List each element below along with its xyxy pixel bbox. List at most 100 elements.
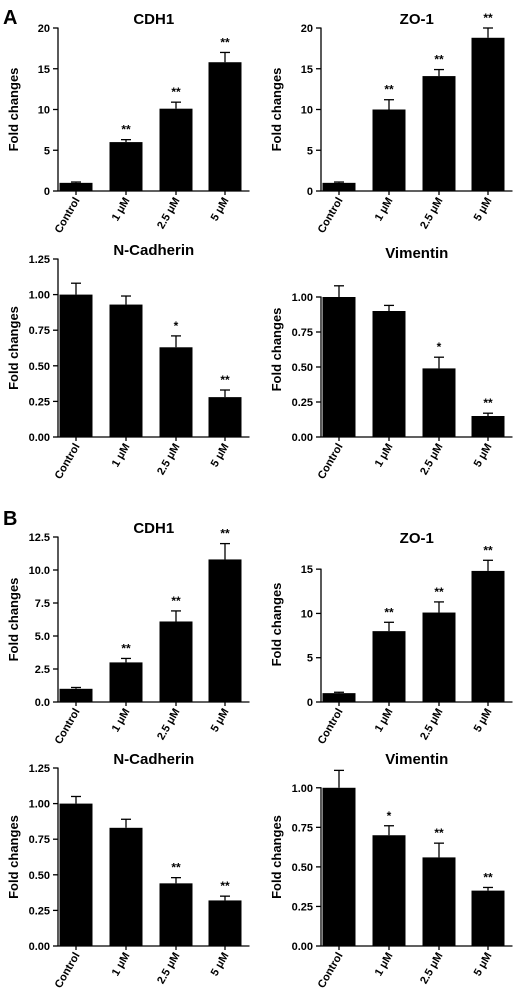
chart-1: CDH1 Fold changes 0 5 10 15 20 Control ** 1 μM ** 2… [6,11,250,235]
significance-marker: ** [220,373,230,387]
y-tick-label: 2.5 [35,664,50,676]
significance-marker: ** [384,605,394,619]
y-tick-label: 0.75 [29,834,50,846]
x-category-label: Control [53,951,83,991]
bar [422,612,456,702]
x-category-label: 1 μM [110,196,133,224]
bar [322,693,356,702]
bar [159,347,193,437]
x-category-label: Control [53,196,83,236]
y-tick-label: 0.50 [292,862,313,874]
bar [471,416,505,437]
x-category-label: 5 μM [209,196,232,224]
chart-title: CDH1 [133,520,174,537]
bar [208,62,242,192]
chart-title: ZO-1 [400,530,434,547]
bar [422,368,456,437]
bar [322,182,356,191]
x-category-label: Control [316,442,346,482]
x-category-label: 1 μM [373,707,396,735]
y-axis-label: Fold changes [269,815,284,899]
y-tick-label: 0.00 [29,432,50,444]
significance-marker: ** [121,123,131,137]
significance-marker: ** [384,83,394,97]
y-tick-label: 0.0 [35,697,50,709]
y-tick-label: 5.0 [35,631,50,643]
y-tick-label: 10 [38,105,50,117]
y-tick-label: 20 [38,23,50,35]
x-category-label: 1 μM [373,951,396,979]
significance-marker: ** [434,826,444,840]
x-category-label: Control [316,707,346,747]
bar [422,857,456,946]
y-axis-label: Fold changes [6,578,21,662]
bar [109,827,143,946]
bar [159,108,193,191]
x-category-label: 1 μM [373,196,396,224]
x-category-label: 5 μM [472,951,495,979]
y-tick-label: 0.00 [292,432,313,444]
bar [372,835,406,946]
chart-title: CDH1 [133,11,174,28]
chart-2: ZO-1 Fold changes 0 5 10 15 20 Control ** 1 μM ** 2… [269,11,513,235]
y-tick-label: 0.75 [292,822,313,834]
bar [109,662,143,702]
x-category-label: 2.5 μM [155,707,183,743]
y-axis-label: Fold changes [6,68,21,152]
bar [109,142,143,191]
y-tick-label: 10 [301,105,313,117]
significance-marker: ** [220,879,230,893]
chart-4: Vimentin Fold changes 0.00 0.25 0.50 0.75 1.00… [269,245,513,481]
y-tick-label: 0 [307,697,313,709]
y-tick-label: 10 [301,608,313,620]
y-tick-label: 5 [44,145,50,157]
y-tick-label: 1.00 [292,783,313,795]
panel-letter-a: A [3,7,17,29]
y-axis-label: Fold changes [269,583,284,667]
chart-title: ZO-1 [400,11,434,28]
y-tick-label: 0.25 [292,397,313,409]
x-category-label: 2.5 μM [155,442,183,478]
bar [471,37,505,191]
y-tick-label: 0.50 [292,362,313,374]
panel-letter-b: B [3,508,17,530]
y-tick-label: 0.00 [29,941,50,953]
significance-marker: * [174,319,179,333]
x-category-label: 1 μM [110,951,133,979]
y-tick-label: 0.50 [29,361,50,373]
bar [471,570,505,702]
x-category-label: 1 μM [110,442,133,470]
significance-marker: * [387,809,392,823]
x-category-label: 2.5 μM [418,196,446,232]
x-category-label: 2.5 μM [418,951,446,987]
chart-title: N-Cadherin [113,242,194,259]
chart-title: Vimentin [385,245,448,262]
y-tick-label: 0.00 [292,941,313,953]
significance-marker: ** [483,11,493,25]
y-tick-label: 0.25 [29,905,50,917]
x-category-label: Control [316,951,346,991]
y-tick-label: 5 [307,653,313,665]
y-axis-label: Fold changes [269,68,284,152]
y-tick-label: 0.50 [29,870,50,882]
bar [159,621,193,702]
y-axis-label: Fold changes [6,815,21,899]
significance-marker: ** [171,861,181,875]
y-tick-label: 0.75 [29,325,50,337]
y-tick-label: 1.25 [29,254,50,266]
x-category-label: 5 μM [209,951,232,979]
bar [59,688,93,702]
x-category-label: 2.5 μM [418,707,446,743]
bar [59,294,93,437]
bar [208,900,242,946]
bar [372,631,406,702]
chart-6: ZO-1 Fold changes 0 5 10 15 Control ** 1 μM ** 2.5… [269,530,513,746]
x-category-label: 5 μM [209,707,232,735]
bar [208,559,242,702]
y-tick-label: 12.5 [29,532,50,544]
bar [372,311,406,437]
significance-marker: ** [483,870,493,884]
x-category-label: Control [316,196,346,236]
y-tick-label: 5 [307,145,313,157]
bar [208,397,242,437]
